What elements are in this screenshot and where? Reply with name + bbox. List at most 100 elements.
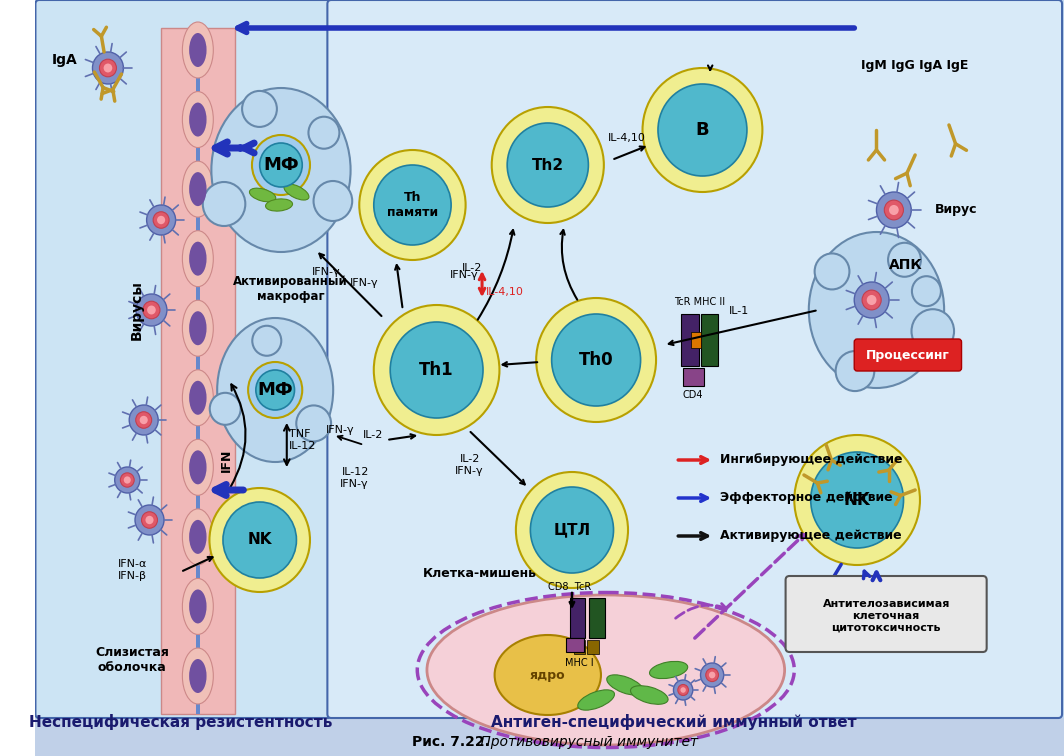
- Ellipse shape: [811, 452, 903, 548]
- Ellipse shape: [862, 290, 881, 310]
- Ellipse shape: [884, 200, 903, 220]
- Ellipse shape: [674, 680, 693, 700]
- Ellipse shape: [189, 381, 206, 415]
- FancyBboxPatch shape: [35, 0, 331, 718]
- Ellipse shape: [129, 405, 159, 435]
- Ellipse shape: [809, 232, 944, 388]
- FancyBboxPatch shape: [785, 576, 986, 652]
- Ellipse shape: [680, 687, 686, 692]
- Bar: [691, 332, 700, 348]
- Text: Клетка-мишень: Клетка-мишень: [423, 567, 537, 580]
- Text: Антиген-специфический иммунный ответ: Антиген-специфический иммунный ответ: [491, 714, 857, 730]
- Ellipse shape: [606, 675, 644, 696]
- Ellipse shape: [189, 590, 206, 624]
- Text: Рис. 7.22.: Рис. 7.22.: [413, 735, 491, 749]
- Text: IL-4,10: IL-4,10: [609, 133, 646, 143]
- Text: IgM IgG IgA IgE: IgM IgG IgA IgE: [862, 58, 969, 72]
- Text: Процессинг: Процессинг: [865, 349, 949, 362]
- Ellipse shape: [182, 161, 213, 217]
- Ellipse shape: [189, 33, 206, 67]
- Bar: [35, 718, 1064, 756]
- Ellipse shape: [182, 231, 213, 287]
- Ellipse shape: [508, 123, 588, 207]
- Text: IL-12
IFN-γ: IL-12 IFN-γ: [340, 467, 369, 489]
- Ellipse shape: [255, 370, 295, 410]
- Ellipse shape: [136, 294, 167, 326]
- Text: MHC I: MHC I: [565, 658, 594, 668]
- Text: Активированный
макрофаг: Активированный макрофаг: [233, 275, 348, 303]
- Ellipse shape: [373, 305, 499, 435]
- Ellipse shape: [182, 22, 213, 78]
- Text: Слизистая
оболочка: Слизистая оболочка: [95, 646, 169, 674]
- Ellipse shape: [189, 311, 206, 345]
- Ellipse shape: [854, 282, 890, 318]
- Ellipse shape: [217, 318, 333, 462]
- Bar: [681, 314, 699, 366]
- Ellipse shape: [678, 684, 688, 696]
- Ellipse shape: [296, 405, 331, 442]
- Ellipse shape: [835, 351, 875, 391]
- Ellipse shape: [705, 668, 718, 682]
- Ellipse shape: [115, 467, 139, 493]
- Ellipse shape: [182, 509, 213, 565]
- Text: IL-2: IL-2: [462, 263, 482, 273]
- Ellipse shape: [120, 472, 134, 487]
- FancyBboxPatch shape: [328, 0, 1062, 718]
- Text: CD8  TcR: CD8 TcR: [548, 582, 592, 592]
- Ellipse shape: [182, 300, 213, 356]
- Ellipse shape: [210, 488, 310, 592]
- Text: Th2: Th2: [532, 157, 564, 172]
- Ellipse shape: [189, 172, 206, 206]
- Ellipse shape: [189, 659, 206, 693]
- Text: IL-2
IFN-γ: IL-2 IFN-γ: [455, 454, 484, 476]
- Ellipse shape: [182, 439, 213, 495]
- FancyBboxPatch shape: [854, 339, 962, 371]
- Text: МФ: МФ: [263, 156, 299, 174]
- Ellipse shape: [890, 205, 899, 215]
- Ellipse shape: [492, 107, 604, 223]
- Ellipse shape: [182, 91, 213, 147]
- Ellipse shape: [248, 362, 302, 418]
- Text: Вирусы: Вирусы: [130, 280, 144, 340]
- Ellipse shape: [700, 663, 724, 687]
- Text: АПК: АПК: [888, 258, 922, 272]
- Ellipse shape: [578, 689, 615, 710]
- Text: IFN-γ: IFN-γ: [450, 270, 478, 280]
- Ellipse shape: [189, 520, 206, 554]
- Ellipse shape: [93, 52, 123, 84]
- Ellipse shape: [631, 686, 668, 705]
- Text: TcR MHC II: TcR MHC II: [674, 297, 726, 307]
- Text: Противовирусный иммунитет: Противовирусный иммунитет: [477, 735, 698, 749]
- Ellipse shape: [189, 451, 206, 485]
- Bar: [587, 640, 599, 654]
- Ellipse shape: [142, 512, 157, 528]
- Ellipse shape: [390, 322, 483, 418]
- Ellipse shape: [252, 135, 310, 195]
- Ellipse shape: [658, 84, 747, 176]
- Ellipse shape: [103, 64, 113, 73]
- Ellipse shape: [867, 295, 877, 305]
- Ellipse shape: [139, 416, 148, 424]
- Text: IFN: IFN: [220, 448, 233, 472]
- Ellipse shape: [643, 68, 763, 192]
- Ellipse shape: [815, 253, 849, 290]
- Bar: [196, 28, 200, 714]
- Ellipse shape: [373, 165, 451, 245]
- Ellipse shape: [153, 212, 169, 228]
- Ellipse shape: [795, 435, 920, 565]
- Ellipse shape: [147, 205, 176, 235]
- Text: IgA: IgA: [51, 53, 78, 67]
- Bar: [161, 28, 234, 714]
- Ellipse shape: [143, 301, 160, 319]
- Ellipse shape: [212, 88, 350, 252]
- Ellipse shape: [189, 103, 206, 137]
- Ellipse shape: [888, 243, 921, 277]
- Ellipse shape: [147, 305, 155, 314]
- Bar: [573, 640, 585, 654]
- Ellipse shape: [243, 91, 277, 127]
- Text: ЦТЛ: ЦТЛ: [553, 522, 591, 538]
- Bar: [589, 598, 604, 638]
- Ellipse shape: [360, 150, 466, 260]
- Ellipse shape: [223, 502, 297, 578]
- Ellipse shape: [182, 648, 213, 704]
